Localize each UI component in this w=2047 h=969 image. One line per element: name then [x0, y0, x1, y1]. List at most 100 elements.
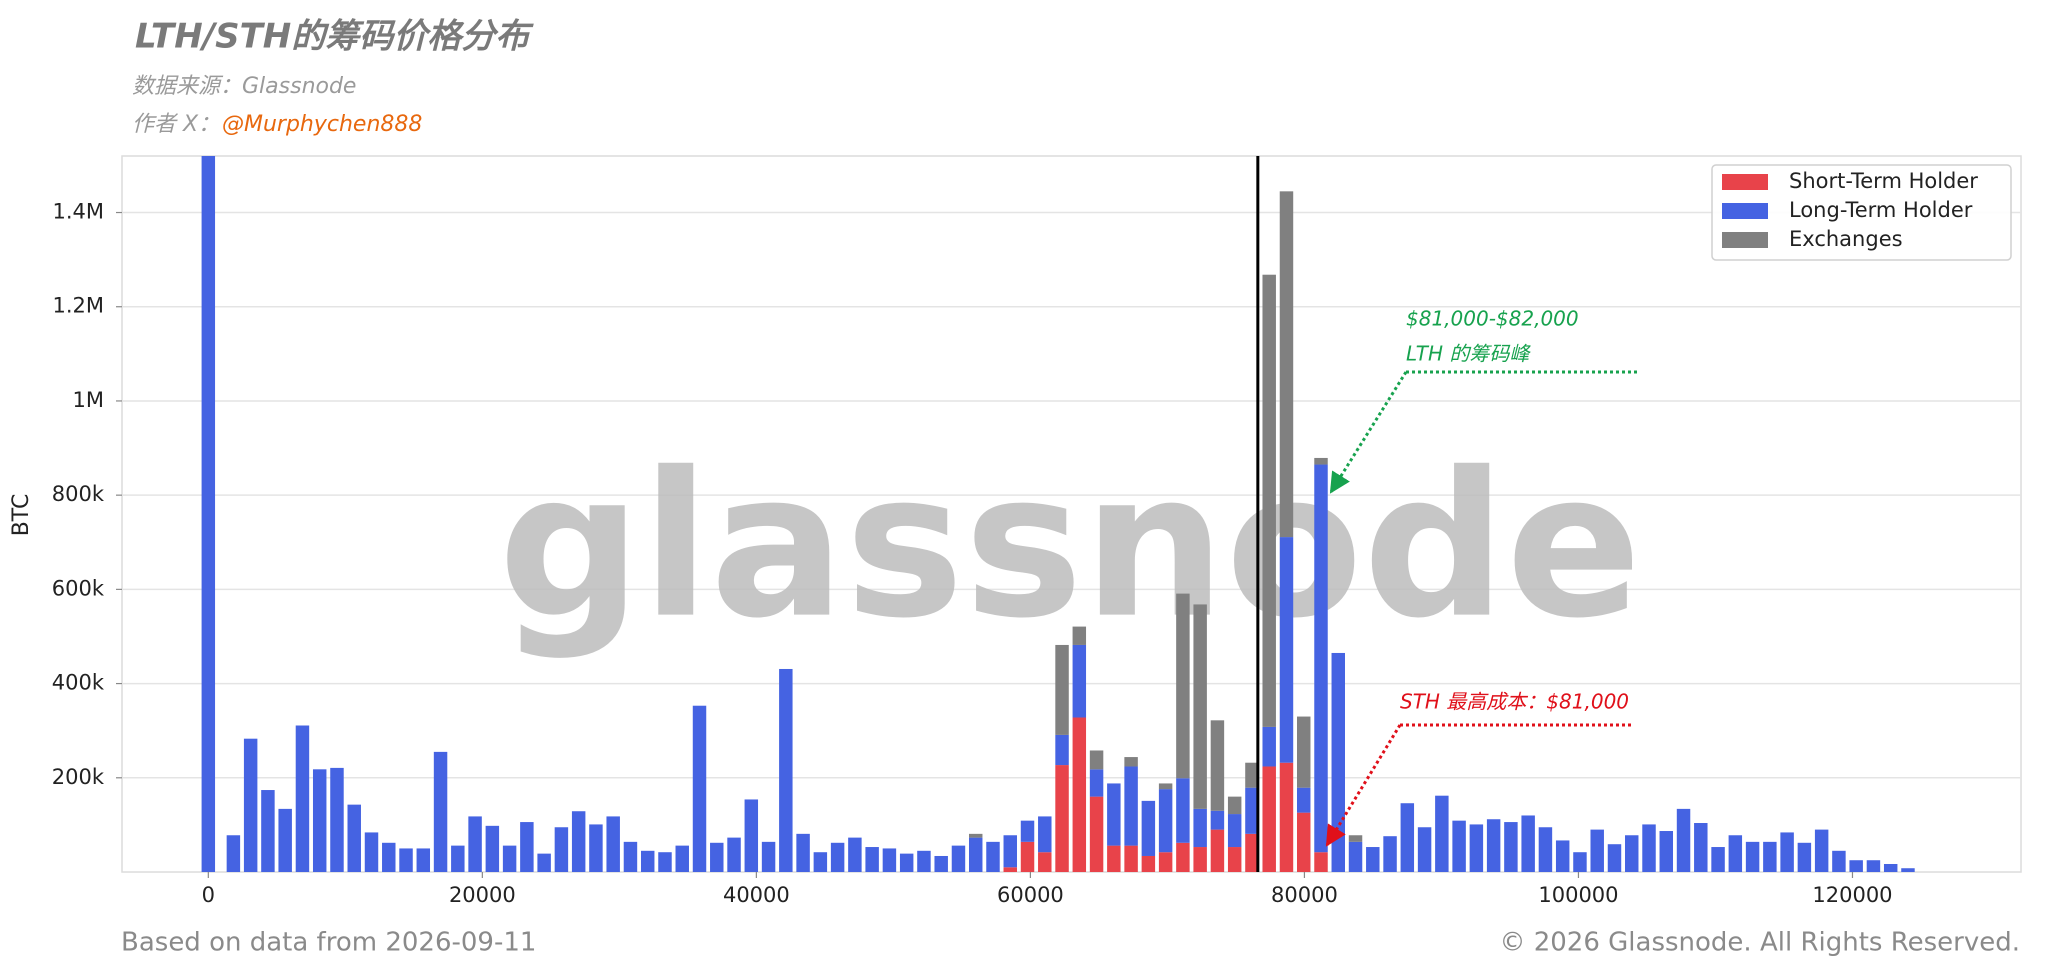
bar-segment [727, 837, 741, 872]
bar-segment [261, 790, 275, 872]
bar-segment [1003, 867, 1017, 872]
bar-segment [865, 847, 879, 872]
bar-segment [1435, 795, 1449, 872]
bar-segment [744, 799, 759, 872]
x-tick-label: 120000 [1812, 883, 1892, 907]
watermark: glassnode [498, 430, 1641, 663]
bar-segment [382, 842, 396, 872]
bar-segment [295, 725, 310, 872]
bar-segment [1124, 845, 1138, 872]
bar-segment [1107, 783, 1121, 846]
bar-segment [1297, 716, 1311, 788]
annotation: STH 最高成本：$81,000 [1400, 690, 1629, 714]
bar-segment [1504, 822, 1518, 872]
bar-segment [1314, 852, 1328, 872]
x-tick-label: 80000 [1271, 883, 1338, 907]
bar-segment [1193, 847, 1207, 872]
bar-segment [1521, 815, 1535, 872]
bar-segment [1210, 829, 1225, 872]
bar-segment [485, 825, 500, 872]
bar-segment [1901, 868, 1915, 872]
bar-segment [1607, 844, 1622, 872]
bar-segment [1089, 750, 1104, 770]
x-tick-label: 60000 [997, 883, 1064, 907]
bar-segment [1227, 796, 1242, 815]
y-tick-label: 400k [52, 671, 105, 695]
bar-segment [312, 769, 327, 872]
y-axis-label: BTC [9, 494, 34, 537]
bar-segment [1573, 852, 1587, 872]
bar-segment [416, 848, 431, 872]
bar-segment [537, 853, 551, 872]
bar-segment [1314, 464, 1328, 853]
bar-segment [1486, 819, 1501, 872]
bar-segment [1003, 835, 1017, 868]
bar-segment [1124, 766, 1138, 846]
bar-segment [1694, 823, 1708, 872]
bar-segment [1158, 852, 1173, 872]
bar-segment [243, 738, 258, 872]
bar-segment [278, 808, 292, 872]
bar-segment [1279, 191, 1294, 538]
bar-segment [1814, 829, 1829, 872]
bar-segment [1055, 734, 1069, 766]
author-label: 作者 X： [132, 112, 220, 137]
bar-segment [468, 816, 482, 872]
legend-label: Long-Term Holder [1789, 198, 1973, 222]
y-tick-label: 600k [52, 576, 105, 600]
legend-swatch [1722, 203, 1768, 219]
bar-segment [1227, 847, 1242, 872]
subtitle: 数据来源：Glassnode [132, 74, 356, 99]
bar-segment [1728, 835, 1743, 872]
bar-segment [899, 853, 914, 872]
x-tick-label: 20000 [449, 883, 516, 907]
bar-segment [451, 845, 465, 872]
bar-segment [1245, 833, 1259, 872]
bar-segment [968, 833, 983, 838]
bar-segment [1590, 829, 1604, 872]
bar-segment [554, 827, 569, 872]
bar-segment [1297, 787, 1311, 813]
annotation: LTH 的筹码峰 [1406, 342, 1531, 366]
plot-frame [121, 155, 2022, 873]
bar-segment [1193, 604, 1207, 809]
bar-segment [710, 842, 724, 872]
bar-segment [226, 835, 241, 872]
bar-segment [589, 824, 603, 872]
bar-segment [1538, 827, 1553, 872]
bar-segment [1366, 847, 1380, 872]
bar-segment [1107, 845, 1121, 872]
bar-segment [1883, 863, 1898, 872]
bar-segment [1072, 626, 1087, 645]
bar-segment [1176, 778, 1190, 843]
bar-segment [520, 822, 534, 872]
bar-segment [1348, 835, 1363, 842]
bar-segment [1055, 644, 1069, 735]
bar-segment [986, 841, 1000, 872]
bar-segment [1797, 842, 1812, 872]
bar-segment [1297, 812, 1311, 872]
bar-segment [1642, 824, 1656, 872]
bar-segment [606, 816, 620, 872]
bar-segment [1176, 842, 1190, 872]
y-tick-label: 800k [52, 482, 105, 506]
bar-segment [848, 837, 862, 872]
bar-segment [347, 804, 361, 872]
bar-segment [1331, 652, 1345, 872]
bar-segment [201, 156, 216, 872]
bar-segment [1227, 814, 1242, 848]
footer-right: © 2026 Glassnode. All Rights Reserved. [1499, 928, 2020, 958]
bar-segment [330, 767, 344, 872]
annotation: $81,000-$82,000 [1406, 307, 1579, 331]
bar-segment [1124, 757, 1138, 767]
bar-segment [1038, 816, 1052, 853]
bar-segment [1158, 783, 1173, 790]
bar-segment [813, 852, 828, 872]
bar-segment [1245, 787, 1259, 834]
x-tick-label: 0 [202, 883, 215, 907]
bar-segment [1866, 860, 1881, 872]
bar-segment [1452, 820, 1466, 872]
bar-segment [934, 855, 948, 872]
y-tick-label: 1.4M [52, 200, 104, 224]
